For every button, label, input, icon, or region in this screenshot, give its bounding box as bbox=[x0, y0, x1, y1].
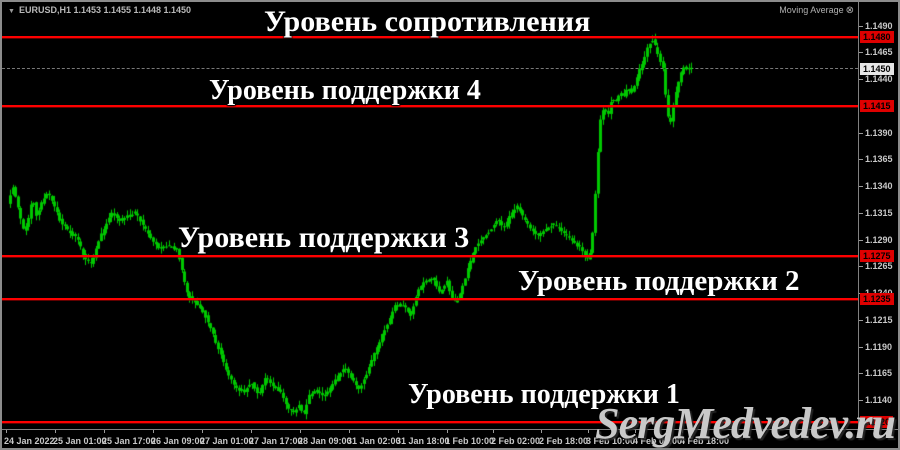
level-line[interactable] bbox=[2, 105, 858, 108]
time-tick-label: 27 Jan 17:00 bbox=[249, 436, 303, 446]
time-tick-label: 4 Feb 18:00 bbox=[680, 436, 730, 446]
price-tick-label: 1.1390 bbox=[865, 127, 893, 138]
price-tick-label: 1.1440 bbox=[865, 74, 893, 84]
watermark: SergMedvedev.ru bbox=[595, 399, 896, 448]
price-tick-label: 1.1165 bbox=[865, 368, 893, 379]
time-tick-label: 1 Feb 10:00 bbox=[445, 436, 495, 446]
price-tick-label: 1.1340 bbox=[865, 181, 893, 191]
price-tick-mark bbox=[859, 52, 863, 54]
time-tick-label: 28 Jan 09:00 bbox=[298, 436, 352, 446]
price-badge-red: 1.1235 bbox=[860, 292, 894, 305]
price-tick-mark bbox=[859, 266, 863, 268]
level-label: Уровень поддержки 3 bbox=[178, 221, 470, 254]
time-tick-label: 2 Feb 02:00 bbox=[491, 436, 541, 446]
time-tick-mark bbox=[447, 430, 448, 433]
level-label: Уровень поддержки 2 bbox=[518, 265, 800, 297]
price-tick-label: 1.1190 bbox=[865, 341, 893, 352]
candlestick-chart[interactable] bbox=[2, 2, 858, 429]
level-label: Уровень поддержки 1 bbox=[408, 379, 680, 410]
time-tick-mark bbox=[398, 430, 399, 433]
price-tick-mark bbox=[859, 239, 863, 241]
price-tick-label: 1.1215 bbox=[865, 314, 893, 325]
price-tick-mark bbox=[859, 132, 863, 134]
level-line[interactable] bbox=[2, 255, 858, 258]
price-badge-red: 1.1415 bbox=[860, 100, 894, 113]
price-badge-red: 1.1120 bbox=[860, 415, 894, 428]
time-tick-mark bbox=[202, 430, 203, 433]
price-tick-mark bbox=[859, 79, 863, 80]
time-tick-label: 31 Jan 18:00 bbox=[396, 436, 450, 446]
time-tick-label: 31 Jan 02:00 bbox=[347, 436, 401, 446]
price-tick-mark bbox=[859, 186, 863, 187]
price-axis[interactable]: 1.1490 1.1465 1.1440 1.1390 1.1365 1.1340 1.13… bbox=[858, 2, 898, 429]
time-tick-mark bbox=[493, 430, 494, 433]
time-tick-mark bbox=[349, 430, 350, 433]
level-line[interactable] bbox=[2, 297, 858, 300]
price-tick-mark bbox=[859, 346, 863, 348]
time-tick-mark bbox=[682, 430, 683, 433]
time-tick-label: 3 Feb 10:00 bbox=[586, 436, 636, 446]
price-tick-label: 1.1465 bbox=[865, 47, 893, 58]
price-tick-mark bbox=[859, 373, 863, 375]
price-tick-label: 1.1140 bbox=[865, 395, 893, 405]
time-tick-label: 2 Feb 18:00 bbox=[539, 436, 589, 446]
time-tick-mark bbox=[635, 430, 636, 433]
time-tick-label: 26 Jan 09:00 bbox=[151, 436, 205, 446]
price-tick-label: 1.1490 bbox=[865, 20, 893, 31]
level-label: Уровень сопротивления bbox=[264, 5, 591, 38]
price-tick-mark bbox=[859, 400, 863, 401]
time-tick-mark bbox=[55, 430, 56, 433]
price-badge-red: 1.1480 bbox=[860, 30, 894, 43]
symbol-info-bar: ▼ EURUSD,H1 1.1453 1.1455 1.1448 1.1450 bbox=[8, 5, 191, 15]
price-tick-label: 1.1365 bbox=[865, 154, 893, 165]
time-tick-label: 25 Jan 17:00 bbox=[102, 436, 156, 446]
time-tick-label: 27 Jan 01:00 bbox=[200, 436, 254, 446]
price-tick-mark bbox=[859, 212, 863, 214]
time-tick-mark bbox=[588, 430, 589, 433]
time-tick-mark bbox=[6, 430, 7, 433]
price-tick-mark bbox=[859, 319, 863, 321]
time-tick-label: 24 Jan 2022 bbox=[4, 436, 55, 446]
price-badge-white: 1.1450 bbox=[860, 62, 894, 75]
time-tick-mark bbox=[104, 430, 105, 433]
price-tick-label: 1.1290 bbox=[865, 234, 893, 245]
indicator-name: Moving Average bbox=[779, 5, 844, 15]
price-tick-mark bbox=[859, 159, 863, 161]
level-label: Уровень поддержки 4 bbox=[209, 75, 481, 106]
indicator-remove-icon[interactable]: ⊗ bbox=[845, 5, 854, 16]
price-tick-mark bbox=[859, 25, 863, 27]
price-badge-red: 1.1275 bbox=[860, 250, 894, 263]
time-tick-mark bbox=[153, 430, 154, 433]
time-tick-label: 25 Jan 01:00 bbox=[53, 436, 107, 446]
price-tick-label: 1.1265 bbox=[865, 261, 893, 272]
time-tick-label: 4 Feb 02:00 bbox=[633, 436, 683, 446]
price-tick-label: 1.1315 bbox=[865, 207, 893, 218]
indicator-label: Moving Average ⊗ bbox=[779, 5, 854, 16]
symbol-dropdown-icon[interactable]: ▼ bbox=[8, 8, 15, 15]
time-tick-mark bbox=[300, 430, 301, 433]
time-axis[interactable]: 24 Jan 2022 25 Jan 01:00 25 Jan 17:00 26 Ja… bbox=[2, 429, 898, 448]
level-line[interactable] bbox=[2, 420, 858, 423]
time-tick-mark bbox=[541, 430, 542, 433]
level-line[interactable] bbox=[2, 35, 858, 38]
time-tick-mark bbox=[251, 430, 252, 433]
symbol-info: EURUSD,H1 1.1453 1.1455 1.1448 1.1450 bbox=[18, 5, 192, 15]
